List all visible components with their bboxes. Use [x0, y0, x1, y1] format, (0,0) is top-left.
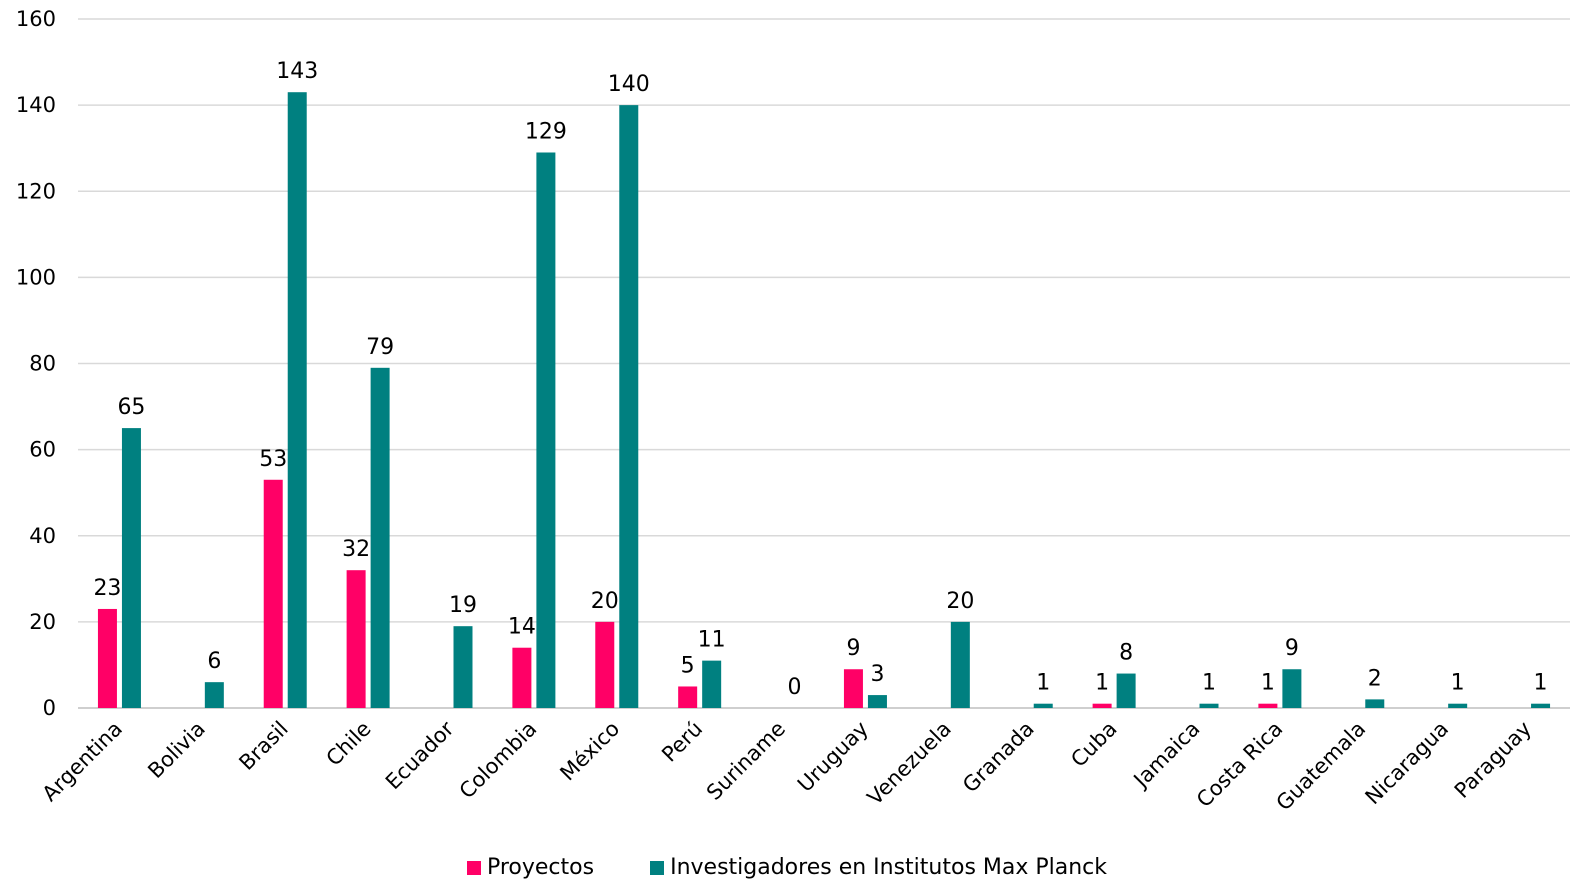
data-label: 32	[342, 537, 370, 562]
data-label: 79	[366, 335, 394, 360]
bar-investigadores	[1282, 669, 1302, 708]
data-label: 20	[591, 589, 619, 614]
bar-investigadores	[370, 367, 390, 708]
data-label: 143	[276, 59, 318, 84]
x-tick-label: Suriname	[702, 717, 790, 805]
bar-investigadores	[536, 152, 556, 708]
data-label: 1	[1036, 671, 1050, 696]
data-label: 8	[1119, 641, 1133, 666]
x-tick-label: Paraguay	[1450, 717, 1536, 803]
y-tick-label: 120	[16, 179, 56, 203]
data-label: 1	[1451, 671, 1465, 696]
bar-proyectos	[843, 669, 863, 708]
bar-investigadores	[121, 428, 141, 708]
bar-proyectos	[263, 479, 283, 708]
x-tick-label: Argentina	[38, 717, 127, 806]
data-label: 65	[117, 395, 145, 420]
y-tick-label: 40	[29, 524, 56, 548]
bar-investigadores	[950, 621, 970, 708]
bar-investigadores	[1199, 703, 1219, 708]
bar-proyectos	[97, 608, 117, 708]
x-tick-label: Colombia	[455, 717, 542, 804]
y-axis: 0 20 40 60 80 100 120 140 160	[16, 7, 56, 720]
x-tick-label: Cuba	[1066, 717, 1121, 772]
y-tick-label: 140	[16, 93, 56, 117]
x-tick-label: Venezuela	[863, 717, 956, 810]
bar-investigadores	[1531, 703, 1551, 708]
x-tick-label: Brasil	[234, 717, 292, 775]
x-tick-label: Perú	[657, 717, 707, 767]
data-label: 3	[870, 662, 884, 687]
legend-item-proyectos: Proyectos	[466, 855, 595, 880]
x-tick-label: Uruguay	[793, 717, 873, 797]
legend-item-investigadores: Investigadores en Institutos Max Planck	[650, 855, 1107, 880]
bar-investigadores	[1365, 699, 1385, 708]
data-label: 1	[1534, 671, 1548, 696]
data-label: 5	[681, 653, 695, 678]
data-label: 20	[946, 589, 974, 614]
legend-swatch-investigadores	[650, 860, 665, 875]
bars	[97, 92, 1551, 709]
data-label: 53	[259, 447, 287, 472]
bar-investigadores	[453, 626, 473, 708]
x-tick-label: Granada	[958, 717, 1039, 798]
x-tick-label: Ecuador	[381, 716, 459, 794]
data-label: 6	[207, 649, 221, 674]
data-label: 2	[1368, 666, 1382, 691]
legend: Proyectos Investigadores en Institutos M…	[0, 855, 1574, 880]
bar-investigadores	[702, 660, 722, 708]
data-label: 0	[788, 675, 802, 700]
data-label: 1	[1202, 671, 1216, 696]
x-tick-label: Nicaragua	[1361, 717, 1454, 810]
y-tick-label: 160	[16, 7, 56, 31]
data-label: 9	[846, 636, 860, 661]
bar-investigadores	[287, 92, 307, 709]
bar-proyectos	[678, 686, 698, 708]
x-tick-label: Guatemala	[1272, 717, 1371, 816]
bar-proyectos	[595, 621, 615, 708]
bar-investigadores	[867, 695, 887, 708]
bar-investigadores	[619, 105, 639, 708]
data-label: 23	[93, 576, 121, 601]
data-label: 14	[508, 615, 536, 640]
y-tick-label: 0	[43, 696, 56, 720]
data-label: 129	[525, 119, 567, 144]
data-label: 19	[449, 593, 477, 618]
y-tick-label: 20	[29, 610, 56, 634]
bar-investigadores	[1116, 673, 1136, 708]
legend-label-investigadores: Investigadores en Institutos Max Planck	[670, 855, 1108, 880]
bar-proyectos	[1092, 703, 1112, 708]
data-label: 11	[698, 628, 726, 653]
data-label: 9	[1285, 636, 1299, 661]
bar-proyectos	[346, 570, 366, 708]
x-axis: Argentina Bolivia Brasil Chile EcuadorColomb…	[38, 716, 1537, 815]
x-tick-label: Jamaica	[1128, 717, 1205, 794]
legend-label-proyectos: Proyectos	[486, 855, 595, 880]
data-label: 140	[608, 72, 650, 97]
data-label: 1	[1095, 671, 1109, 696]
bar-investigadores	[204, 682, 224, 708]
bar-proyectos	[1258, 703, 1278, 708]
y-tick-label: 100	[16, 265, 56, 289]
x-tick-label: Chile	[322, 717, 376, 771]
bar-investigadores	[1448, 703, 1468, 708]
y-tick-label: 60	[29, 438, 56, 462]
gridlines	[78, 18, 1570, 709]
x-tick-label: México	[555, 717, 624, 786]
legend-swatch-proyectos	[466, 860, 481, 875]
y-tick-label: 80	[29, 352, 56, 376]
bar-investigadores	[1033, 703, 1053, 708]
bar-proyectos	[512, 647, 532, 708]
x-tick-label: Bolivia	[143, 717, 210, 784]
data-label: 1	[1261, 671, 1275, 696]
